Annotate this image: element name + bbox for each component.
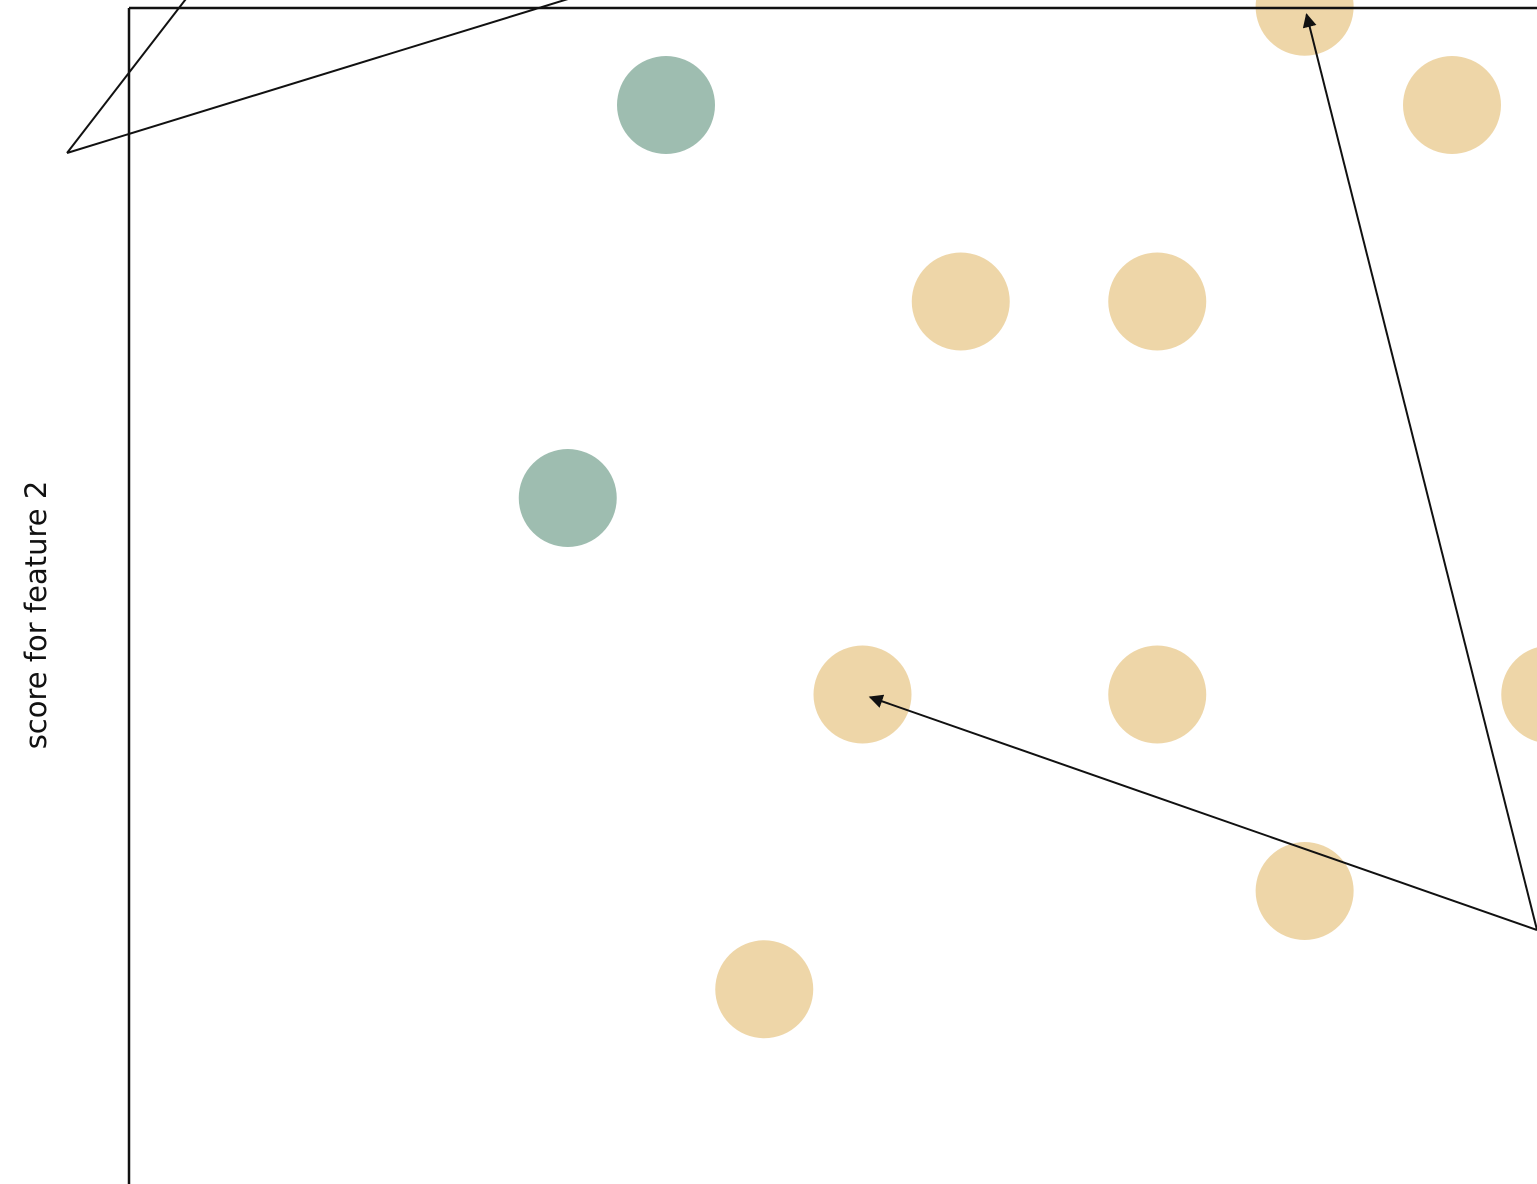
annotations-layer bbox=[66, 0, 1537, 931]
data-point-tan-6 bbox=[1108, 252, 1207, 351]
data-point-green-9 bbox=[518, 449, 617, 547]
points-layer bbox=[518, 0, 1537, 1039]
data-point-tan-8 bbox=[1108, 645, 1207, 744]
data-point-tan-9 bbox=[1501, 647, 1537, 742]
data-point-tan-7 bbox=[813, 645, 912, 744]
data-point-tan-11 bbox=[715, 940, 814, 1039]
data-point-tan-10 bbox=[1255, 842, 1354, 940]
annotation-arrow-right-2 bbox=[868, 694, 1537, 931]
annotation-arrow-left-1 bbox=[66, 0, 187, 154]
data-point-tan-5 bbox=[911, 252, 1010, 351]
y-axis-label: score for feature 2 bbox=[19, 481, 53, 750]
data-point-green-8 bbox=[617, 56, 715, 154]
data-point-tan-4 bbox=[1403, 56, 1501, 154]
annotation-arrow-right-1 bbox=[1302, 13, 1537, 931]
annotation-arrow-left-2 bbox=[66, 0, 569, 154]
